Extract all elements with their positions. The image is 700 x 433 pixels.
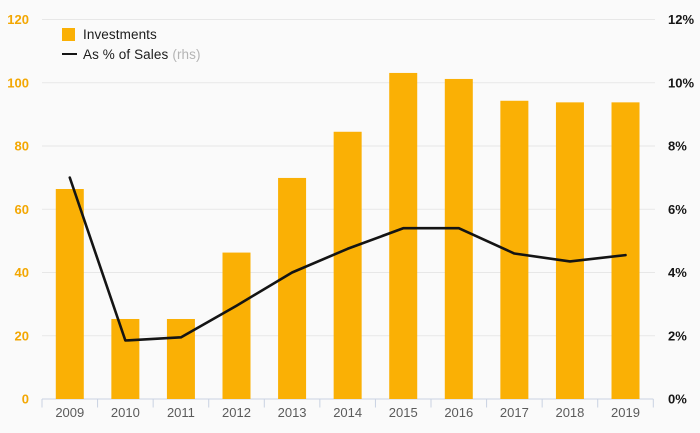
left-axis-label: 100	[7, 75, 29, 90]
bar-2010	[111, 318, 140, 399]
legend-note-rhs: (rhs)	[172, 46, 201, 62]
x-axis-label-2014: 2014	[333, 405, 362, 420]
x-axis-label-2015: 2015	[389, 405, 418, 420]
x-axis-label-2013: 2013	[278, 405, 307, 420]
bar-2014	[333, 131, 362, 400]
bar-2015	[389, 72, 418, 399]
right-axis-label: 12%	[668, 12, 694, 27]
right-axis-label: 2%	[668, 328, 687, 343]
right-axis-label: 4%	[668, 265, 687, 280]
x-axis-label-2016: 2016	[444, 405, 473, 420]
bar-swatch-icon	[62, 27, 75, 41]
x-axis-label-2012: 2012	[222, 405, 251, 420]
legend-label: As % of Sales	[83, 46, 169, 62]
x-axis-label-2010: 2010	[111, 405, 140, 420]
left-axis-label: 80	[15, 139, 29, 154]
bar-2013	[278, 177, 307, 399]
right-axis-label: 8%	[668, 139, 687, 154]
left-axis-label: 120	[7, 12, 29, 27]
left-axis-label: 0	[22, 392, 29, 407]
x-axis-label-2017: 2017	[500, 405, 529, 420]
x-axis-label-2009: 2009	[55, 405, 84, 420]
x-axis-label-2018: 2018	[555, 405, 584, 420]
x-axis-label-2019: 2019	[611, 405, 640, 420]
bar-2012	[222, 252, 251, 399]
left-axis-label: 40	[15, 265, 29, 280]
right-axis-label: 6%	[668, 202, 687, 217]
line-swatch-icon	[62, 52, 77, 56]
bar-2009	[55, 189, 84, 399]
right-axis-label: 10%	[668, 75, 694, 90]
x-axis-label-2011: 2011	[167, 405, 195, 420]
legend-item-pct-of-sales: As % of Sales (rhs)	[62, 46, 201, 62]
bar-2018	[555, 102, 584, 400]
left-axis-label: 60	[15, 202, 29, 217]
pct-of-sales-line	[68, 176, 627, 342]
legend-item-investments: Investments	[62, 26, 201, 42]
bar-2019	[611, 102, 640, 400]
legend: Investments As % of Sales (rhs)	[62, 26, 201, 62]
left-axis-label: 20	[15, 328, 29, 343]
legend-label: Investments	[83, 26, 157, 42]
bar-2016	[444, 78, 473, 399]
right-axis-label: 0%	[668, 392, 687, 407]
